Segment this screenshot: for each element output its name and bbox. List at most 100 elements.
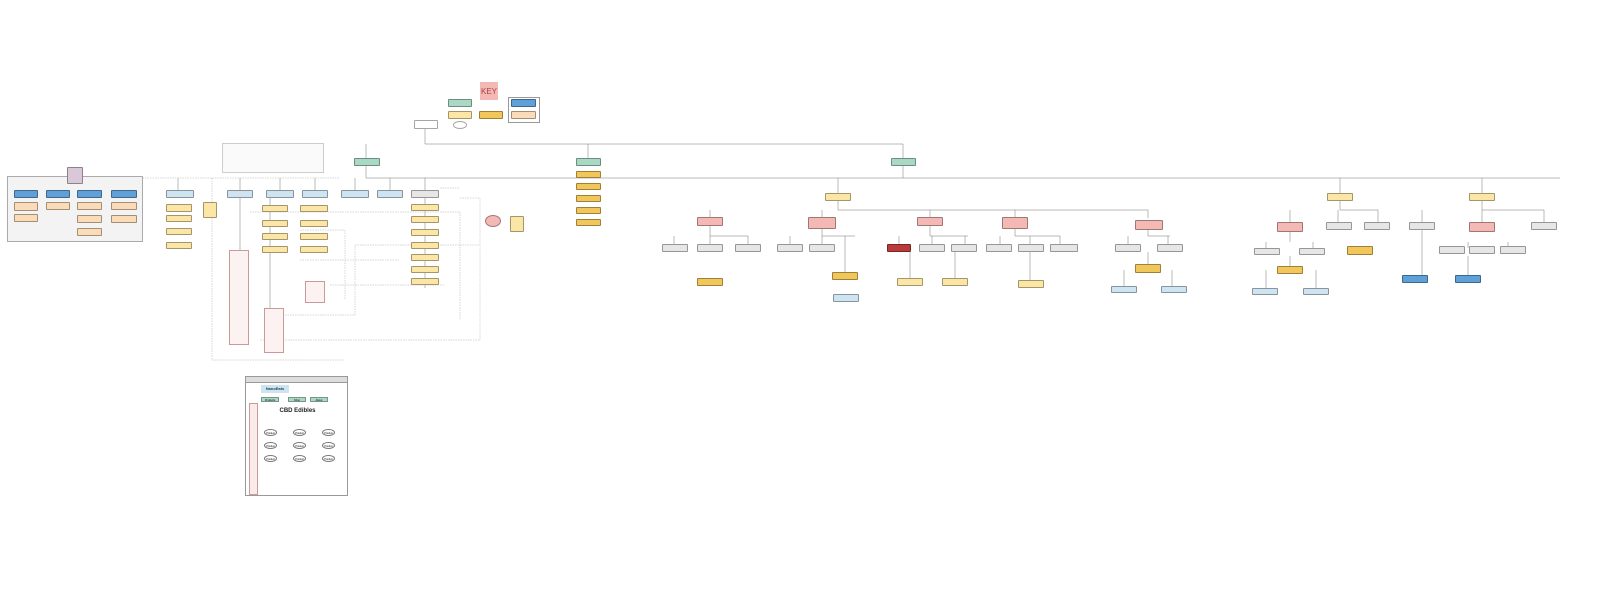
left-panel-header[interactable] <box>67 167 83 184</box>
r3-b-2[interactable] <box>1469 246 1495 254</box>
r1-a-1[interactable] <box>662 244 688 252</box>
r3-b-1[interactable] <box>1439 246 1465 254</box>
r2-c[interactable] <box>1364 222 1390 230</box>
mockup-nav-button-1[interactable]: Products <box>261 397 279 402</box>
panel-subnode-8[interactable] <box>111 215 137 223</box>
r1-b[interactable] <box>808 217 836 229</box>
r1-a-3[interactable] <box>735 244 761 252</box>
panel-node-3[interactable] <box>77 190 102 198</box>
r1-c-3[interactable] <box>951 244 977 252</box>
r1-c-leaf-2[interactable] <box>942 278 968 286</box>
r1-e-leaf-3[interactable] <box>1161 286 1187 293</box>
r3-a[interactable] <box>1409 222 1435 230</box>
r2-c-leaf[interactable] <box>1347 246 1373 255</box>
mockup-nav-button-2[interactable]: Shop <box>288 397 306 402</box>
r2-a-leaf-3[interactable] <box>1303 288 1329 295</box>
r3-b-leaf[interactable] <box>1455 275 1481 283</box>
r1-b-1[interactable] <box>777 244 803 252</box>
panel-subnode-2[interactable] <box>14 214 38 222</box>
pink-oval-node[interactable] <box>485 215 501 227</box>
r1-c-leaf-1[interactable] <box>897 278 923 286</box>
stack1-item-2[interactable] <box>166 215 192 222</box>
panel-node-2[interactable] <box>46 190 70 198</box>
r1-d-3[interactable] <box>1050 244 1078 252</box>
section-node-5[interactable] <box>341 190 369 198</box>
panel-subnode-4[interactable] <box>77 202 102 210</box>
mockup-product-9[interactable]: Product <box>322 455 335 462</box>
stack5-item-4[interactable] <box>411 242 439 249</box>
r3-a-leaf[interactable] <box>1402 275 1428 283</box>
panel-subnode-3[interactable] <box>46 202 70 210</box>
nav2-item-2[interactable] <box>576 183 601 190</box>
stack1-item-3[interactable] <box>166 228 192 235</box>
mockup-product-1[interactable]: Product <box>264 429 277 436</box>
nav-node-2[interactable] <box>576 158 601 166</box>
stack3-item-2[interactable] <box>262 220 288 227</box>
right-section-1[interactable] <box>825 193 851 201</box>
stack5-item-5[interactable] <box>411 254 439 261</box>
right-section-3[interactable] <box>1469 193 1495 201</box>
stack4-item-2[interactable] <box>300 220 328 227</box>
mockup-product-3[interactable]: Product <box>322 429 335 436</box>
root-node[interactable] <box>414 120 438 129</box>
r2-a-leaf[interactable] <box>1277 266 1303 274</box>
r1-e-2[interactable] <box>1157 244 1183 252</box>
stack1-item-1[interactable] <box>166 204 192 212</box>
stack5-item-2[interactable] <box>411 216 439 223</box>
section-node-1[interactable] <box>166 190 194 198</box>
mockup-product-2[interactable]: Product <box>293 429 306 436</box>
panel-subnode-5[interactable] <box>77 215 102 223</box>
stack4-item-4[interactable] <box>300 246 328 253</box>
mockup-nav-button-3[interactable]: About <box>310 397 328 402</box>
r1-b-2[interactable] <box>809 244 835 252</box>
r1-d-1[interactable] <box>986 244 1012 252</box>
r2-a[interactable] <box>1277 222 1303 232</box>
r1-e-1[interactable] <box>1115 244 1141 252</box>
mockup-product-7[interactable]: Product <box>264 455 277 462</box>
mockup-product-6[interactable]: Product <box>322 442 335 449</box>
r1-a-2[interactable] <box>697 244 723 252</box>
stack5-item-6[interactable] <box>411 266 439 273</box>
r1-b-leaf[interactable] <box>832 272 858 280</box>
panel-subnode-6[interactable] <box>77 228 102 236</box>
stack3-item-3[interactable] <box>262 233 288 240</box>
nav-node-3[interactable] <box>891 158 916 166</box>
r1-e[interactable] <box>1135 220 1163 230</box>
r1-c-2[interactable] <box>919 244 945 252</box>
r1-e-leaf[interactable] <box>1135 264 1161 273</box>
stack5-item-3[interactable] <box>411 229 439 236</box>
r3-b-3[interactable] <box>1500 246 1526 254</box>
stack3-item-4[interactable] <box>262 246 288 253</box>
stack5-item-7[interactable] <box>411 278 439 285</box>
r1-d-leaf[interactable] <box>1018 280 1044 288</box>
section-node-7[interactable] <box>411 190 439 198</box>
section-node-3[interactable] <box>266 190 294 198</box>
panel-subnode-1[interactable] <box>14 202 38 211</box>
stack2-item-1[interactable] <box>203 202 217 218</box>
panel-node-1[interactable] <box>14 190 38 198</box>
r2-a-2[interactable] <box>1299 248 1325 255</box>
r2-a-leaf-2[interactable] <box>1252 288 1278 295</box>
r3-c[interactable] <box>1531 222 1557 230</box>
mockup-product-8[interactable]: Product <box>293 455 306 462</box>
r1-e-leaf-2[interactable] <box>1111 286 1137 293</box>
panel-node-4[interactable] <box>111 190 137 198</box>
nav-node-1[interactable] <box>354 158 380 166</box>
r1-a[interactable] <box>697 217 723 226</box>
stack4-item-3[interactable] <box>300 233 328 240</box>
section-node-6[interactable] <box>377 190 403 198</box>
r1-b-leaf-2[interactable] <box>833 294 859 302</box>
mockup-product-5[interactable]: Product <box>293 442 306 449</box>
r1-d[interactable] <box>1002 217 1028 229</box>
stack1-item-4[interactable] <box>166 242 192 249</box>
r2-b[interactable] <box>1326 222 1352 230</box>
r1-d-2[interactable] <box>1018 244 1044 252</box>
nav2-item-5[interactable] <box>576 219 601 226</box>
r3-b[interactable] <box>1469 222 1495 232</box>
mockup-product-4[interactable]: Product <box>264 442 277 449</box>
r1-c[interactable] <box>917 217 943 226</box>
nav2-item-3[interactable] <box>576 195 601 202</box>
section-node-4[interactable] <box>302 190 328 198</box>
stack5-item-1[interactable] <box>411 204 439 211</box>
stack3-item-1[interactable] <box>262 205 288 212</box>
